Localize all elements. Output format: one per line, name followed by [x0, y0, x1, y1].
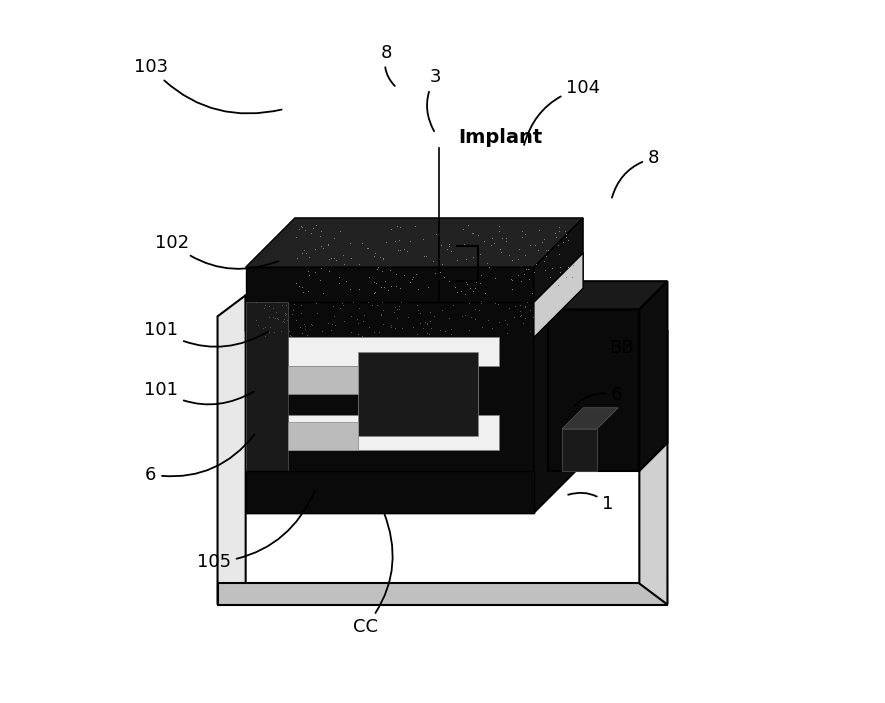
- Polygon shape: [246, 267, 534, 302]
- Polygon shape: [358, 352, 478, 436]
- Text: 102: 102: [155, 233, 278, 269]
- Text: 101: 101: [144, 381, 254, 404]
- Text: CC: CC: [352, 512, 393, 636]
- Polygon shape: [288, 422, 358, 450]
- Text: Implant: Implant: [458, 127, 543, 147]
- Polygon shape: [259, 337, 499, 366]
- Polygon shape: [562, 429, 597, 471]
- Polygon shape: [548, 281, 667, 309]
- Text: 103: 103: [134, 58, 281, 113]
- Polygon shape: [246, 471, 534, 513]
- Text: BB: BB: [610, 339, 634, 357]
- Polygon shape: [534, 253, 583, 513]
- Polygon shape: [246, 253, 583, 302]
- Text: 104: 104: [524, 79, 600, 145]
- Polygon shape: [246, 302, 288, 478]
- Polygon shape: [246, 302, 534, 513]
- Polygon shape: [534, 218, 583, 302]
- Polygon shape: [246, 295, 667, 330]
- Text: 1: 1: [568, 493, 613, 513]
- Polygon shape: [548, 309, 639, 471]
- Polygon shape: [534, 253, 583, 337]
- Polygon shape: [562, 408, 619, 429]
- Text: 8: 8: [612, 149, 659, 198]
- Text: 6: 6: [145, 434, 255, 484]
- Text: 3: 3: [427, 68, 442, 131]
- Polygon shape: [259, 415, 499, 450]
- Polygon shape: [218, 295, 246, 605]
- Text: 101: 101: [144, 321, 268, 347]
- Text: 6: 6: [574, 386, 622, 406]
- Polygon shape: [218, 583, 667, 605]
- Polygon shape: [246, 218, 583, 267]
- Polygon shape: [639, 281, 667, 471]
- Polygon shape: [288, 366, 358, 394]
- Text: 105: 105: [197, 491, 315, 572]
- Text: 8: 8: [381, 44, 395, 86]
- Polygon shape: [639, 309, 667, 605]
